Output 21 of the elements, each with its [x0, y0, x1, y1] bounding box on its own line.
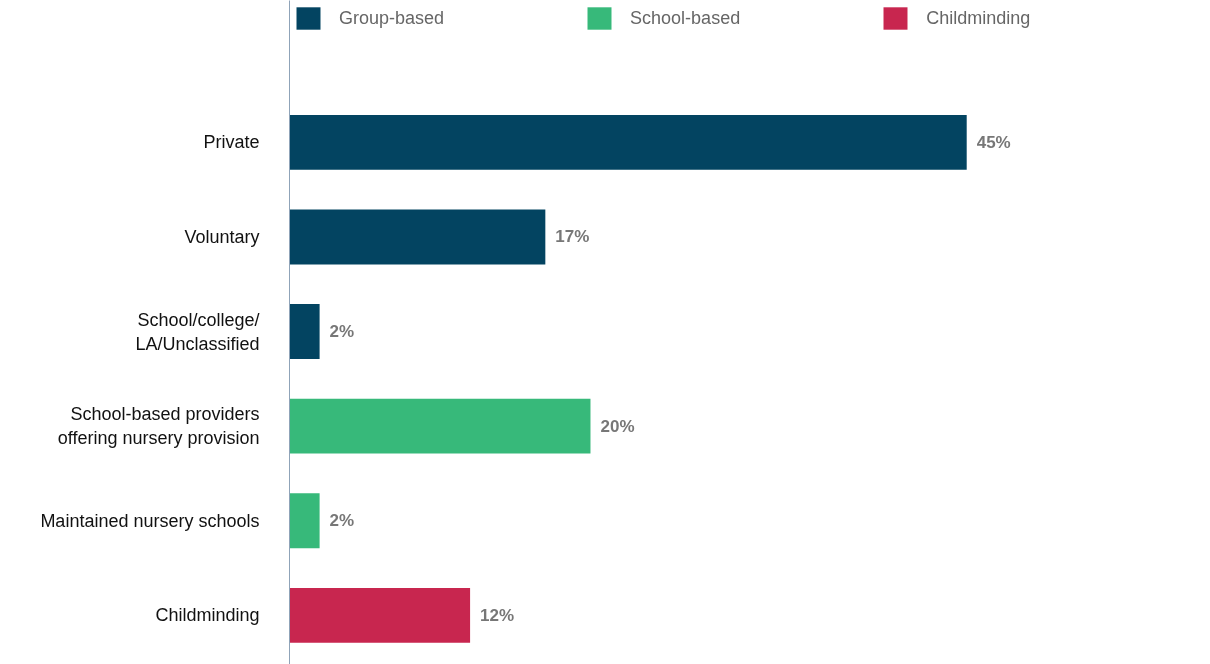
- y-tick-label: School-based providers offering nursery provision: [57, 404, 260, 449]
- data-label: 2%: [329, 322, 355, 342]
- data-label: 20%: [600, 416, 635, 436]
- data-label: 17%: [555, 227, 590, 247]
- legend-label: Group-based: [339, 7, 445, 29]
- legend-label: School-based: [630, 7, 741, 29]
- bar: [289, 587, 471, 643]
- y-tick-label: School/college/ LA/Unclassified: [135, 309, 260, 354]
- legend-label: Childminding: [926, 7, 1031, 29]
- y-tick-label: Maintained nursery schools: [40, 510, 260, 531]
- bar: [289, 114, 967, 170]
- bar: [289, 493, 320, 549]
- data-label: 2%: [329, 511, 355, 531]
- data-label: 12%: [480, 605, 515, 625]
- y-tick-label: Voluntary: [184, 226, 260, 247]
- bar: [289, 398, 591, 454]
- data-label: 45%: [976, 132, 1011, 152]
- bar: [289, 304, 320, 359]
- bar: [289, 209, 546, 265]
- y-tick-label: Private: [203, 132, 260, 153]
- y-tick-label: Childminding: [155, 605, 260, 626]
